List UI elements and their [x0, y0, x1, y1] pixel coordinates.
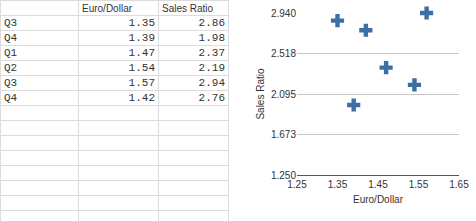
- html-text:Q1: Q1: [4, 47, 18, 59]
- svg-text:2.940: 2.940: [271, 8, 296, 19]
- html-text:1.54: 1.54: [128, 62, 155, 74]
- svg-text:1.673: 1.673: [271, 129, 296, 140]
- html-text:2.76: 2.76: [198, 92, 225, 104]
- html-text:2.94: 2.94: [198, 77, 225, 89]
- html-text:Q4: Q4: [4, 32, 18, 44]
- html-text:Q2: Q2: [4, 62, 18, 74]
- svg-text:1.45: 1.45: [368, 179, 388, 190]
- svg-text:1.55: 1.55: [409, 179, 429, 190]
- svg-text:1.250: 1.250: [271, 170, 296, 181]
- html-text:1.57: 1.57: [128, 77, 155, 89]
- svg-text:2.095: 2.095: [271, 89, 296, 100]
- html-text:1.47: 1.47: [128, 47, 155, 59]
- html-text:2.86: 2.86: [198, 17, 225, 29]
- html-text:2.19: 2.19: [198, 62, 225, 74]
- svg-text:Sales Ratio: Sales Ratio: [255, 68, 266, 120]
- svg-text:1.35: 1.35: [328, 179, 348, 190]
- svg-text:1.25: 1.25: [287, 179, 307, 190]
- svg-text:1.65: 1.65: [449, 179, 469, 190]
- html-text:1.35: 1.35: [128, 17, 155, 29]
- html-text:Euro/Dollar: Euro/Dollar: [82, 2, 132, 14]
- svg-text:2.518: 2.518: [271, 48, 296, 59]
- html-text:Q3: Q3: [4, 77, 18, 89]
- html-text:1.42: 1.42: [128, 92, 155, 104]
- html-text:Q3: Q3: [4, 17, 18, 29]
- html-text:Q4: Q4: [4, 92, 18, 104]
- html-text:1.39: 1.39: [128, 32, 155, 44]
- html-text:Sales Ratio: Sales Ratio: [162, 2, 214, 14]
- svg-text:Euro/Dollar: Euro/Dollar: [353, 194, 404, 205]
- html-text:2.37: 2.37: [198, 47, 225, 59]
- html-text:1.98: 1.98: [198, 32, 225, 44]
